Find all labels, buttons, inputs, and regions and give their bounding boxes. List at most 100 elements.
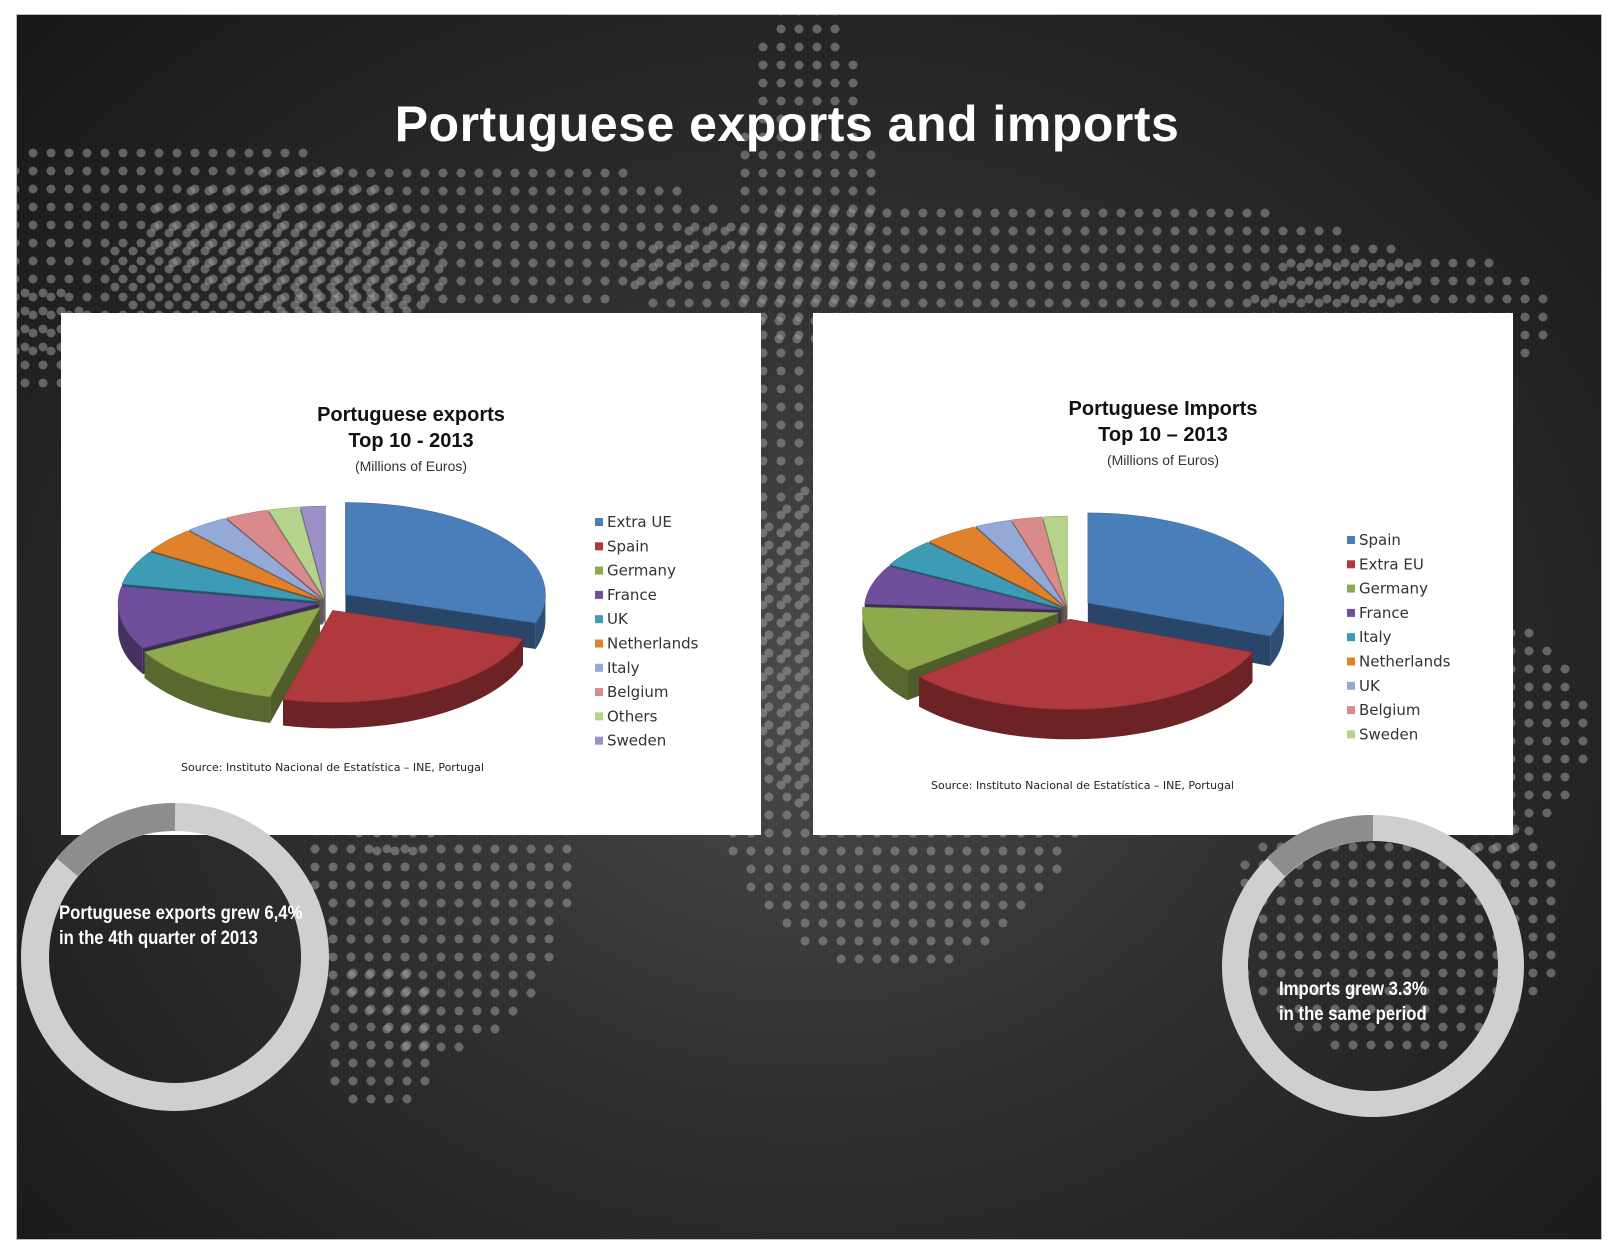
map-dot [564,258,574,268]
map-dot [998,900,1008,910]
imports-ring-graphic [1222,814,1524,1117]
map-dot [508,1006,518,1016]
map-dot [810,226,820,236]
map-dot [1044,244,1054,254]
map-dot [812,186,822,196]
map-dot [64,256,74,266]
map-dot [346,862,356,872]
map-dot [1456,968,1466,978]
map-dot [800,810,810,820]
map-dot [830,186,840,196]
map-dot [384,1004,394,1014]
map-dot [164,246,174,256]
map-dot [28,220,38,230]
map-dot [46,238,56,248]
map-dot [564,204,574,214]
map-dot [582,204,592,214]
map-dot [28,166,38,176]
map-dot [28,184,38,194]
map-dot [756,280,766,290]
map-dot [828,244,838,254]
map-dot [328,862,338,872]
map-dot [972,208,982,218]
map-dot [1348,878,1358,888]
map-dot [1474,1004,1484,1014]
map-dot [776,780,786,790]
map-dot [1542,772,1552,782]
map-dot [764,810,774,820]
slice-top [225,509,324,599]
map-dot [46,292,56,302]
map-dot [702,226,712,236]
map-dot [600,222,610,232]
map-dot [582,168,592,178]
map-dot [708,204,718,214]
map-dot [164,300,174,310]
map-dot [1242,244,1252,254]
map-dot [490,1024,500,1034]
map-dot [794,150,804,160]
map-dot [794,744,804,754]
map-dot [222,204,232,214]
map-dot [1546,932,1556,942]
map-dot [1466,294,1476,304]
map-dot [346,844,356,854]
map-dot [400,862,410,872]
map-dot [836,954,846,964]
map-dot [1276,896,1286,906]
map-dot [546,294,556,304]
map-dot [1278,262,1288,272]
map-dot [1350,262,1360,272]
map-dot [1384,1022,1394,1032]
map-dot [562,862,572,872]
map-dot [800,522,810,532]
map-dot [528,168,538,178]
map-dot [962,900,972,910]
map-dot [830,150,840,160]
map-dot [776,546,786,556]
map-dot [944,900,954,910]
map-dot [954,226,964,236]
map-dot [1528,878,1538,888]
map-dot [372,846,382,856]
map-dot [1492,860,1502,870]
map-dot [782,792,792,802]
map-dot [918,280,928,290]
map-dot [1528,896,1538,906]
map-dot [830,24,840,34]
map-dot [776,510,786,520]
map-dot [154,274,164,284]
map-dot [600,168,610,178]
map-dot [1404,280,1414,290]
map-dot [1052,846,1062,856]
map-dot [1456,1004,1466,1014]
map-dot [864,208,874,218]
map-dot [1560,754,1570,764]
map-dot [836,936,846,946]
map-dot [926,918,936,928]
map-dot [1260,298,1270,308]
map-dot [1016,846,1026,856]
map-dot [150,204,160,214]
legend-swatch [1347,536,1355,544]
map-dot [848,168,858,178]
map-dot [326,282,336,292]
map-dot [1438,1022,1448,1032]
map-dot [100,274,110,284]
map-dot [1296,244,1306,254]
map-dot [1524,718,1534,728]
map-dot [436,970,446,980]
map-dot [1116,208,1126,218]
map-dot [46,274,56,284]
map-dot [1098,262,1108,272]
map-dot [800,504,810,514]
map-dot [900,208,910,218]
map-dot [800,540,810,550]
map-dot [490,970,500,980]
map-dot [508,988,518,998]
map-dot [758,168,768,178]
map-dot [1368,280,1378,290]
map-dot [1394,258,1404,268]
map-dot [972,244,982,254]
map-dot [564,168,574,178]
